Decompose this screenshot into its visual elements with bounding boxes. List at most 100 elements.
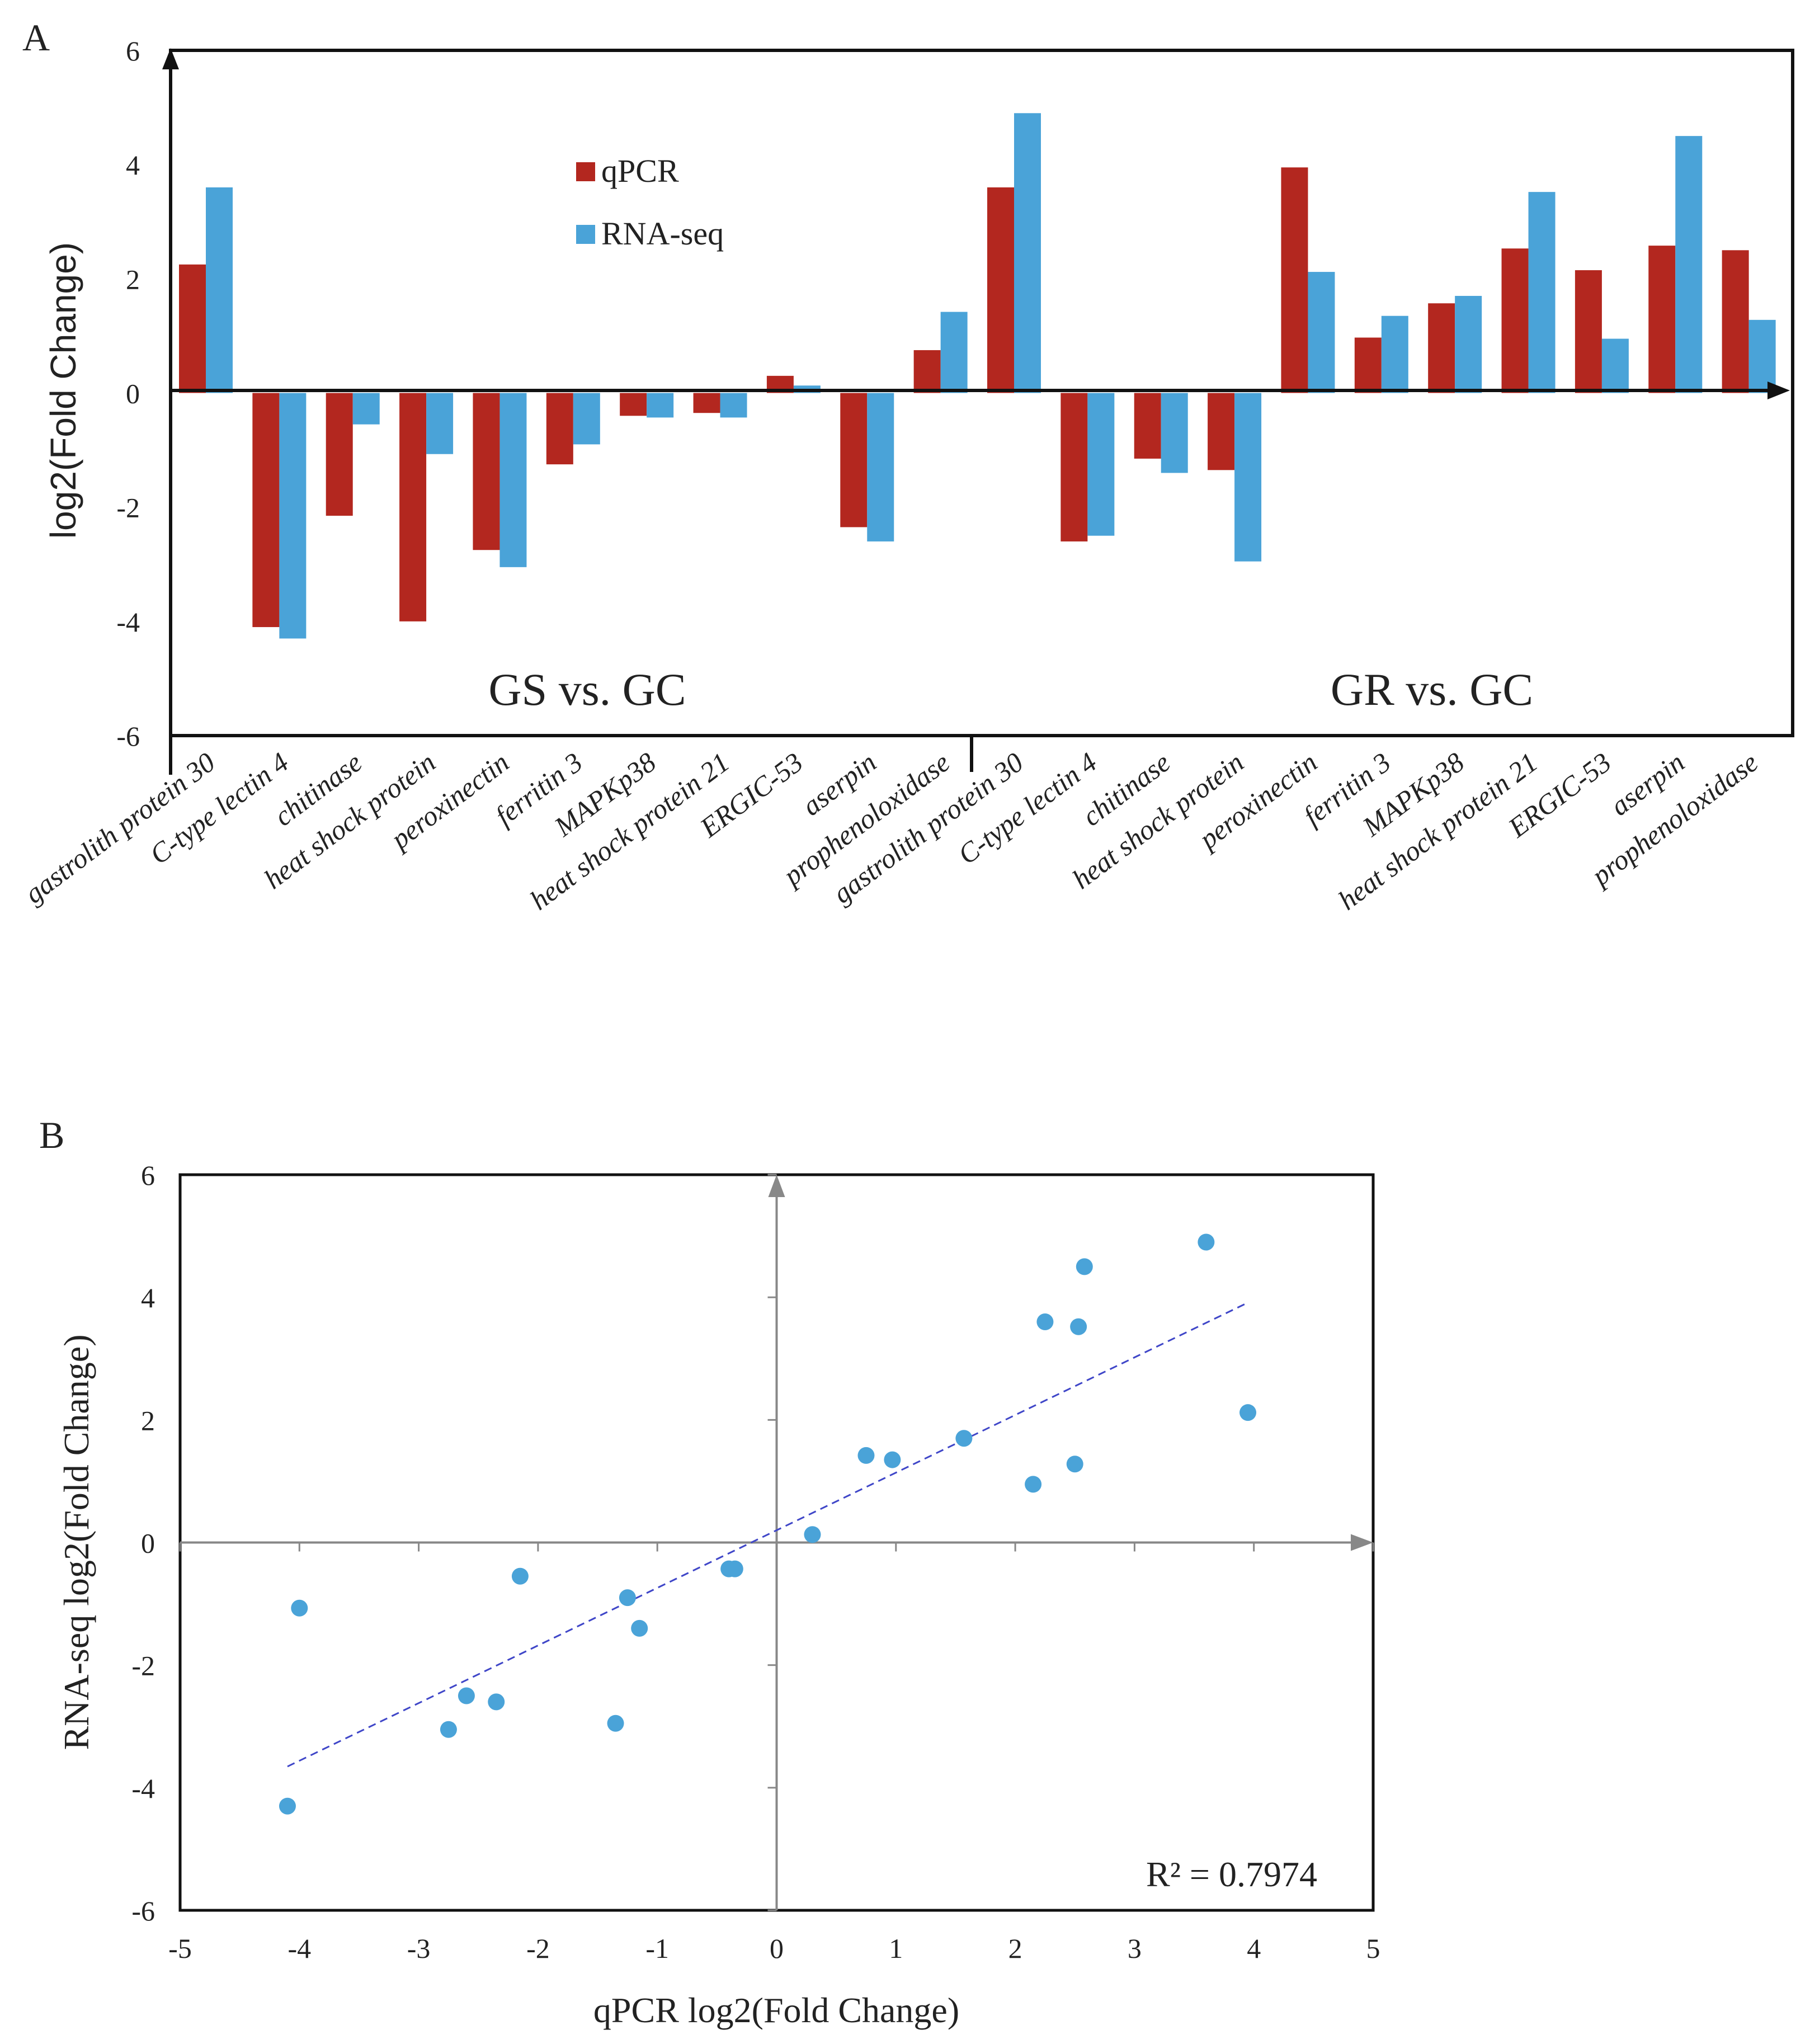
panel-a-label: A <box>22 16 50 59</box>
panel-a-y-tick-label: -2 <box>116 492 140 524</box>
bar-qpcr <box>473 393 500 550</box>
scatter-point <box>291 1599 308 1617</box>
scatter-point <box>619 1589 636 1607</box>
panel-b-y-tick-label: -4 <box>131 1773 155 1804</box>
panel-b-x-tick-label: 0 <box>770 1933 784 1964</box>
panel-a-bar-chart: A 6 4 2 0 -2 -4 -6 log2(Fold Change) GS vs. GC… <box>18 16 1794 916</box>
panel-b-y-tick-label: 6 <box>141 1160 155 1191</box>
bar-rnaseq <box>1161 393 1188 473</box>
panel-b-scatter-plot: B -5 -4 -3 -2 -1 0 1 2 3 4 5 6 4 2 0 -2 -4 -6 R² = 0.7974… <box>39 1114 1380 2030</box>
scatter-point <box>884 1451 901 1468</box>
panel-b-y-axis-label: RNA-seq log2(Fold Change) <box>56 1334 96 1750</box>
panel-a-y-arrow <box>162 48 179 69</box>
legend-label-rnaseq: RNA-seq <box>601 215 724 252</box>
panel-a-y-tick-label: 0 <box>126 378 140 409</box>
bar-qpcr <box>1281 167 1308 393</box>
bar-qpcr <box>1428 303 1455 393</box>
panel-b-x-tick-label: 5 <box>1366 1933 1380 1964</box>
panel-b-y-tick-label: 4 <box>141 1282 155 1313</box>
bar-qpcr <box>399 393 427 621</box>
panel-b-y-arrow <box>768 1175 785 1197</box>
panel-b-x-tick-label: 3 <box>1128 1933 1142 1964</box>
bar-rnaseq <box>720 393 747 418</box>
panel-b-y-tick-label: -6 <box>131 1895 155 1927</box>
bar-rnaseq <box>499 393 527 567</box>
bar-rnaseq <box>206 187 233 393</box>
scatter-point <box>857 1447 875 1464</box>
scatter-point <box>1076 1258 1093 1275</box>
bar-rnaseq <box>940 312 968 393</box>
bar-qpcr <box>1060 393 1088 541</box>
bar-rnaseq <box>1675 136 1703 393</box>
bar-rnaseq <box>647 393 674 418</box>
bar-rnaseq <box>867 393 894 541</box>
bar-rnaseq <box>1014 113 1041 393</box>
bar-rnaseq <box>1308 272 1335 393</box>
scatter-point <box>1036 1313 1054 1330</box>
bar-qpcr <box>840 393 868 528</box>
bar-qpcr <box>326 393 353 516</box>
scatter-point <box>279 1797 296 1815</box>
bar-qpcr <box>1134 393 1161 459</box>
panel-a-frame <box>169 49 1794 737</box>
scatter-point <box>1239 1404 1257 1421</box>
scatter-point <box>1198 1233 1215 1251</box>
panel-b-label: B <box>39 1114 64 1156</box>
legend-label-qpcr: qPCR <box>601 153 679 189</box>
panel-b-x-axis-label: qPCR log2(Fold Change) <box>593 1990 959 2030</box>
bar-rnaseq <box>1381 315 1408 393</box>
scatter-point <box>804 1526 821 1543</box>
panel-a-y-axis-label: log2(Fold Change) <box>43 242 83 539</box>
panel-b-x-tick-label: -1 <box>645 1933 669 1964</box>
bar-rnaseq <box>1528 192 1556 393</box>
bar-qpcr <box>913 350 941 393</box>
panel-b-x-tick-label: -3 <box>407 1933 431 1964</box>
bar-qpcr <box>1648 246 1676 393</box>
bar-rnaseq <box>1748 319 1776 393</box>
bar-rnaseq <box>279 393 307 639</box>
scatter-point <box>1025 1476 1042 1493</box>
legend-swatch-qpcr <box>576 162 595 181</box>
scatter-point <box>1066 1456 1083 1473</box>
legend-swatch-rnaseq <box>576 225 595 244</box>
panel-a-y-tick-label: 6 <box>126 35 140 67</box>
panel-b-y-tick-label: 2 <box>141 1405 155 1436</box>
bar-qpcr <box>1501 248 1529 393</box>
panel-a-group-label-gr: GR vs. GC <box>1331 664 1533 715</box>
bar-qpcr <box>1354 337 1382 393</box>
scatter-point <box>1070 1318 1087 1335</box>
bar-qpcr <box>546 393 573 465</box>
bar-rnaseq <box>1601 338 1629 393</box>
bar-qpcr <box>1208 393 1235 470</box>
panel-a-legend: qPCR RNA-seq <box>576 153 724 252</box>
panel-b-x-arrow <box>1351 1534 1373 1551</box>
scatter-point <box>607 1715 624 1732</box>
panel-b-x-tick-label: -2 <box>526 1933 550 1964</box>
scatter-point <box>631 1619 648 1637</box>
panel-a-y-tick-label: 4 <box>126 149 140 181</box>
panel-b-x-tick-label: 2 <box>1008 1933 1022 1964</box>
panel-b-x-tick-label: 1 <box>889 1933 903 1964</box>
panel-b-y-tick-label: -2 <box>131 1650 155 1682</box>
bar-qpcr <box>1575 270 1602 393</box>
panel-b-y-tick-label: 0 <box>141 1528 155 1559</box>
scatter-point <box>488 1693 505 1711</box>
scatter-point <box>458 1687 475 1704</box>
panel-a-y-tick-label: -4 <box>116 606 140 638</box>
bar-qpcr <box>252 393 280 628</box>
bar-rnaseq <box>573 393 600 445</box>
panel-a-y-tick-label: -6 <box>116 720 140 752</box>
panel-a-x-arrow <box>1767 382 1790 399</box>
bar-rnaseq <box>1087 393 1115 536</box>
bar-qpcr <box>179 264 206 393</box>
bar-qpcr <box>1722 250 1749 393</box>
bar-qpcr <box>693 393 720 413</box>
panel-b-x-tick-label: -4 <box>287 1933 311 1964</box>
scatter-point <box>511 1567 529 1585</box>
panel-b-x-tick-label: 4 <box>1247 1933 1261 1964</box>
panel-b-trendline <box>287 1302 1248 1768</box>
panel-b-r-squared: R² = 0.7974 <box>1146 1854 1317 1894</box>
scatter-point <box>440 1721 457 1738</box>
scatter-point <box>726 1560 743 1577</box>
